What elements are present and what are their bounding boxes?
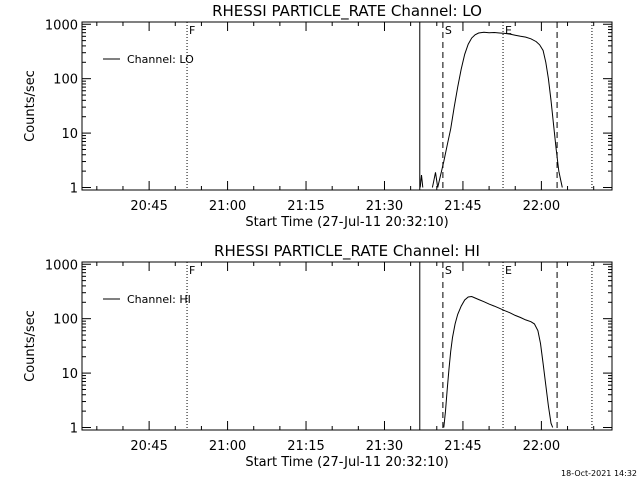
- plot-frame: [81, 261, 613, 431]
- chart-panel-hi: RHESSI PARTICLE_RATE Channel: HI Start Ti…: [23, 242, 613, 470]
- x-tick-label: 20:45: [130, 199, 167, 214]
- plot-frame: [81, 21, 613, 191]
- x-tick-label: 21:15: [287, 199, 324, 214]
- y-axis-label: Counts/sec: [23, 70, 38, 142]
- marker-label: E: [505, 264, 512, 277]
- legend-label: Channel: LO: [127, 53, 194, 66]
- series-line: [419, 174, 424, 188]
- x-axis-label: Start Time (27-Jul-11 20:32:10): [245, 455, 448, 470]
- x-tick-label: 22:00: [523, 439, 560, 454]
- y-tick-label: 100: [53, 313, 78, 328]
- marker-label: F: [189, 24, 195, 37]
- y-tick-label: 1000: [45, 18, 78, 33]
- marker-label: S: [445, 24, 452, 37]
- x-tick-label: 21:45: [444, 199, 481, 214]
- x-tick-label: 20:45: [130, 439, 167, 454]
- y-tick-label: 1: [70, 422, 78, 437]
- x-tick-label: 21:30: [366, 199, 403, 214]
- x-tick-label: 21:30: [366, 439, 403, 454]
- marker-label: E: [505, 24, 512, 37]
- legend-label: Channel: HI: [127, 293, 191, 306]
- x-axis-label: Start Time (27-Jul-11 20:32:10): [245, 215, 448, 230]
- chart-title: RHESSI PARTICLE_RATE Channel: LO: [212, 2, 482, 21]
- y-tick-label: 1000: [45, 258, 78, 273]
- y-tick-label: 100: [53, 73, 78, 88]
- y-tick-label: 1: [70, 182, 78, 197]
- y-tick-label: 10: [61, 127, 78, 142]
- footer-timestamp: 18-Oct-2021 14:32: [561, 469, 637, 478]
- x-tick-label: 21:45: [444, 439, 481, 454]
- marker-label: F: [189, 264, 195, 277]
- x-tick-label: 21:15: [287, 439, 324, 454]
- x-tick-label: 21:00: [209, 199, 246, 214]
- chart-panel-lo: RHESSI PARTICLE_RATE Channel: LO Start Ti…: [23, 2, 613, 230]
- y-axis-label: Counts/sec: [23, 310, 38, 382]
- series-line: [437, 31, 563, 188]
- series-line: [431, 172, 439, 188]
- series-line: [443, 295, 554, 428]
- x-tick-label: 21:00: [209, 439, 246, 454]
- panels: RHESSI PARTICLE_RATE Channel: LO Start Ti…: [23, 2, 613, 470]
- y-tick-label: 10: [61, 367, 78, 382]
- marker-label: S: [445, 264, 452, 277]
- x-tick-label: 22:00: [523, 199, 560, 214]
- chart-title: RHESSI PARTICLE_RATE Channel: HI: [214, 242, 480, 261]
